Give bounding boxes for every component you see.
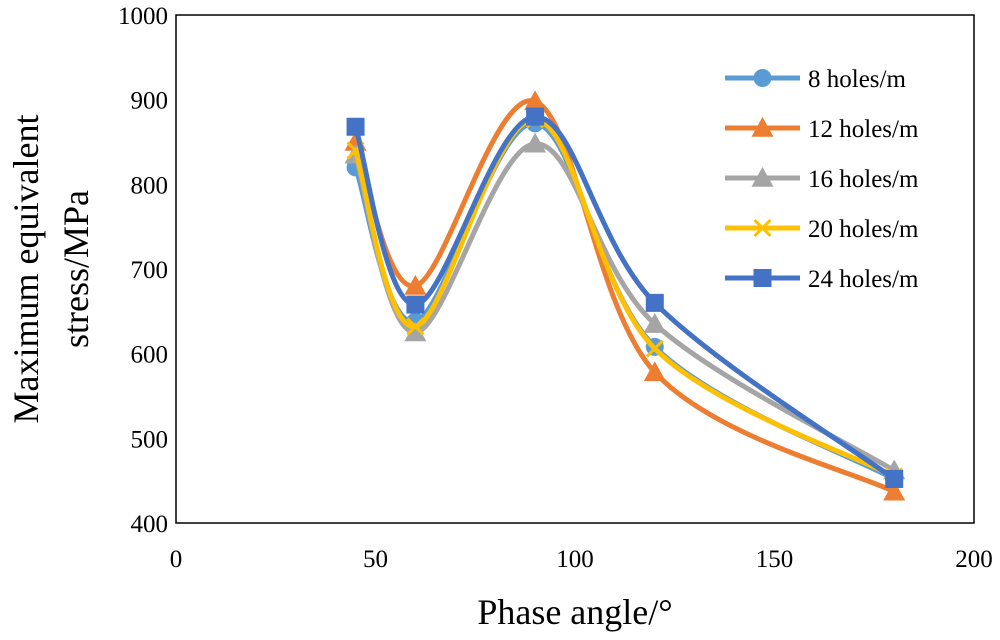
legend-entry: 12 holes/m	[725, 116, 919, 143]
data-point-marker	[643, 313, 666, 333]
legend-marker	[753, 69, 772, 87]
data-point-marker	[524, 132, 547, 153]
y-tick-label: 900	[131, 88, 169, 115]
data-point-marker	[406, 317, 425, 336]
data-point-marker	[404, 274, 427, 295]
x-tick-label: 0	[170, 546, 183, 573]
y-tick-label: 500	[131, 426, 169, 453]
series-layer	[344, 90, 906, 501]
data-point-marker	[406, 295, 425, 314]
y-tick-label: 600	[131, 342, 169, 369]
y-axis-ticks: 400 500 600 700 800 900 1000	[118, 3, 168, 538]
data-point-marker	[645, 339, 664, 358]
y-axis-title-line: Maximum equivalent	[6, 115, 46, 424]
legend-entry: 8 holes/m	[725, 66, 906, 93]
legend-entry: 24 holes/m	[725, 266, 919, 293]
plot-area-frame	[175, 14, 975, 524]
legend-label: 20 holes/m	[808, 216, 919, 243]
data-point-marker	[643, 361, 666, 382]
legend-label: 24 holes/m	[808, 266, 919, 293]
data-point-marker	[645, 293, 664, 312]
y-tick-label: 700	[131, 257, 169, 284]
y-tick-label: 1000	[118, 3, 168, 30]
x-tick-label: 100	[556, 546, 594, 573]
y-tick-label: 400	[131, 511, 169, 538]
legend-marker	[753, 218, 772, 238]
x-axis-title: Phase angle/°	[477, 592, 672, 632]
legend: 8 holes/m 12 holes/m 16 holes/m 20 holes/m 2…	[725, 66, 919, 293]
legend-marker	[753, 269, 772, 287]
series-5	[346, 107, 904, 488]
x-tick-label: 200	[955, 546, 993, 573]
legend-entry: 16 holes/m	[725, 166, 919, 193]
legend-label: 12 holes/m	[808, 116, 919, 143]
data-point-marker	[885, 469, 904, 488]
data-point-marker	[526, 107, 545, 126]
x-tick-label: 150	[756, 546, 794, 573]
x-tick-label: 50	[363, 546, 388, 573]
legend-marker	[751, 167, 774, 187]
y-axis-title-line: stress/MPa	[56, 190, 96, 348]
data-point-marker	[346, 117, 365, 136]
data-point-marker	[524, 90, 547, 111]
y-tick-label: 800	[131, 172, 169, 199]
data-point-marker	[883, 480, 906, 501]
x-axis-ticks: 0 50 100 150 200	[170, 546, 993, 573]
legend-label: 16 holes/m	[808, 166, 919, 193]
data-point-marker	[404, 321, 427, 342]
legend-marker	[751, 117, 774, 137]
y-axis-title: Maximum equivalent stress/MPa	[6, 115, 96, 424]
legend-entry: 20 holes/m	[725, 216, 919, 243]
legend-label: 8 holes/m	[808, 66, 906, 93]
